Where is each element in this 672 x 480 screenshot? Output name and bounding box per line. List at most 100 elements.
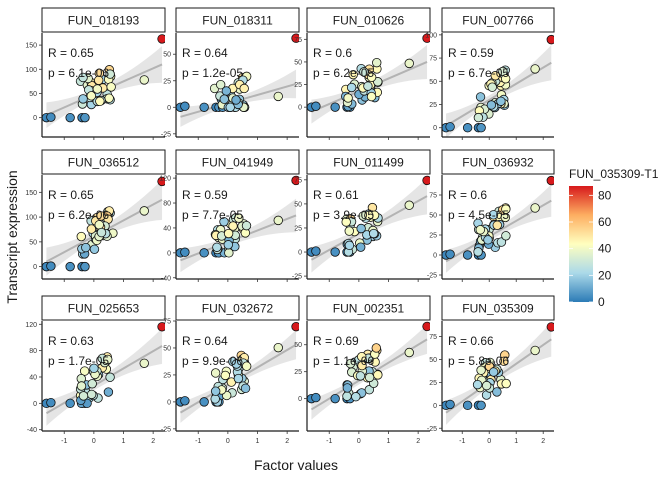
data-point — [342, 383, 353, 393]
correlation-r: R = 0.63 — [48, 334, 94, 348]
facet-panel: FUN_002351 0 25 50 -1 0 1 2 R = 0.69 p = 1.1e-06 — [294, 295, 431, 445]
facet-title: FUN_007766 — [462, 14, 534, 28]
data-point — [342, 391, 352, 401]
data-point — [199, 397, 209, 407]
data-point — [473, 247, 483, 257]
data-point — [483, 235, 493, 245]
correlation-p: p = 1.1e-06 — [313, 354, 374, 368]
data-point — [546, 34, 554, 45]
data-point — [344, 226, 354, 236]
data-point — [89, 244, 100, 254]
data-point — [404, 200, 414, 210]
data-point — [220, 370, 231, 381]
legend-tick-label: 0 — [598, 295, 605, 309]
data-point — [546, 175, 554, 186]
data-point — [92, 84, 103, 94]
data-point — [157, 34, 165, 44]
data-point — [496, 237, 507, 247]
confidence-band — [46, 328, 163, 426]
data-point — [199, 102, 209, 112]
data-point — [501, 204, 511, 214]
data-point — [233, 373, 244, 384]
data-point — [81, 242, 91, 253]
y-tick-label: 50 — [294, 59, 302, 66]
legend-tick-label: 40 — [598, 242, 612, 256]
data-point — [219, 94, 229, 104]
y-tick-label: 80 — [29, 348, 37, 355]
facet-title: FUN_010626 — [333, 14, 405, 28]
facet-title: FUN_018311 — [202, 14, 273, 28]
data-point — [46, 261, 56, 271]
data-point — [89, 363, 99, 374]
legend-title: FUN_035309-T1 — [569, 167, 659, 181]
data-point — [212, 242, 222, 252]
y-tick-label: 100 — [25, 215, 37, 222]
facet-strip — [175, 7, 300, 33]
y-tick-label: -25 — [292, 274, 302, 281]
y-tick-label: -25 — [427, 273, 437, 280]
data-point — [355, 371, 366, 381]
facet-title: FUN_018193 — [68, 14, 140, 28]
y-tick-label: 50 — [29, 91, 37, 98]
y-tick-label: 0 — [298, 250, 302, 257]
data-point — [241, 220, 252, 231]
data-point — [78, 72, 88, 83]
y-tick-label: 80 — [163, 201, 171, 208]
data-point — [368, 228, 379, 239]
data-point — [356, 223, 366, 234]
confidence-band — [446, 45, 552, 137]
y-tick-label: 25 — [429, 102, 437, 109]
y-tick-label: 50 — [429, 357, 437, 364]
correlation-p: p = 7.7e-05 — [182, 208, 243, 222]
y-tick-label: 40 — [163, 225, 171, 232]
correlation-p: p = 3.9e-05 — [313, 208, 374, 222]
data-point — [239, 83, 249, 94]
data-point — [372, 57, 382, 68]
data-point — [46, 397, 56, 408]
data-point — [422, 321, 430, 332]
data-point — [223, 240, 233, 250]
x-tick-label: 0 — [226, 438, 230, 445]
data-point — [330, 393, 340, 404]
x-tick-label: 1 — [122, 438, 126, 445]
data-point — [231, 359, 242, 369]
data-point — [341, 217, 351, 227]
data-point — [180, 396, 190, 406]
x-tick-label: 2 — [541, 438, 545, 445]
x-tick-label: 1 — [256, 438, 260, 445]
data-point — [105, 69, 115, 79]
colorbar — [569, 186, 593, 302]
legend-tick-label: 60 — [598, 215, 612, 229]
facet-panel: FUN_032672 -25 0 25 50 75 -1 0 1 2 R = 0.64 p = 9.9… — [161, 295, 300, 445]
data-point — [346, 82, 357, 93]
data-point — [488, 367, 499, 377]
data-point — [157, 322, 165, 332]
y-tick-label: 50 — [294, 342, 302, 349]
y-tick-label: -40 — [27, 427, 37, 434]
data-point — [241, 361, 252, 371]
data-point — [105, 372, 115, 382]
data-point — [86, 224, 97, 234]
correlation-r: R = 0.64 — [182, 334, 228, 348]
y-tick-label: 120 — [159, 176, 171, 183]
x-tick-label: -1 — [195, 438, 201, 445]
data-point — [210, 368, 221, 378]
data-point — [199, 248, 209, 258]
data-point — [345, 358, 356, 369]
data-point — [530, 64, 540, 74]
data-point — [221, 86, 232, 96]
data-point — [492, 387, 502, 397]
data-point — [351, 392, 361, 402]
data-point — [496, 96, 506, 106]
facet-strip — [441, 149, 555, 175]
y-tick-label: 50 — [29, 239, 37, 246]
data-point — [344, 240, 355, 251]
data-point — [366, 91, 377, 102]
facet-strip — [41, 7, 166, 33]
data-point — [530, 203, 540, 213]
data-point — [330, 102, 340, 112]
y-tick-label: 120 — [25, 322, 37, 329]
data-point — [501, 231, 511, 241]
facet-panel: FUN_025653 -40 0 40 80 120 -1 0 1 2 R = 0.63 p = 1.… — [25, 295, 166, 445]
y-tick-label: 0 — [433, 253, 437, 260]
